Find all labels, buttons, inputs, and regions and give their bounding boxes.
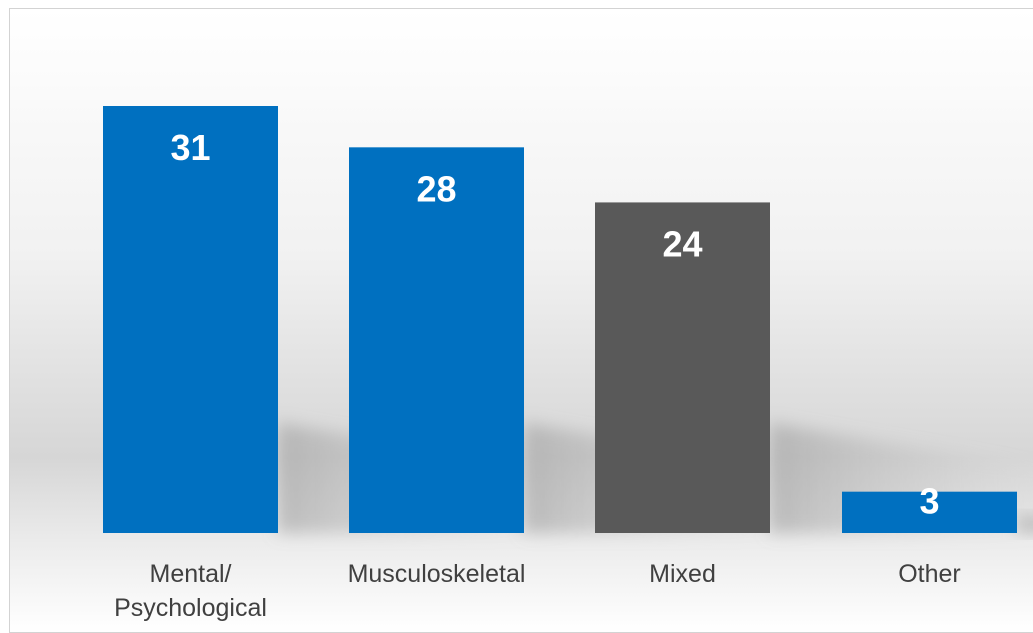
value-labels: 31 28 24 3 (170, 127, 939, 522)
value-label-musculoskeletal: 28 (416, 168, 456, 209)
category-label-musculoskeletal: Musculoskeletal (348, 560, 526, 588)
category-label-mental-psychological: Mental/Psychological (114, 560, 267, 622)
value-label-mental-psychological: 31 (170, 127, 210, 168)
bar-musculoskeletal (349, 147, 524, 534)
bars (103, 106, 1017, 534)
bar-mixed (595, 202, 770, 533)
bar-mental-psychological (103, 106, 278, 533)
value-label-other: 3 (919, 481, 939, 522)
value-label-mixed: 24 (662, 223, 702, 264)
bar-other (842, 491, 1017, 533)
category-label-mixed: Mixed (649, 560, 716, 588)
category-labels: Mental/Psychological Musculoskeletal Mixed… (114, 560, 961, 622)
category-label-other: Other (898, 560, 961, 588)
bar-shadow-other (1017, 515, 1033, 533)
